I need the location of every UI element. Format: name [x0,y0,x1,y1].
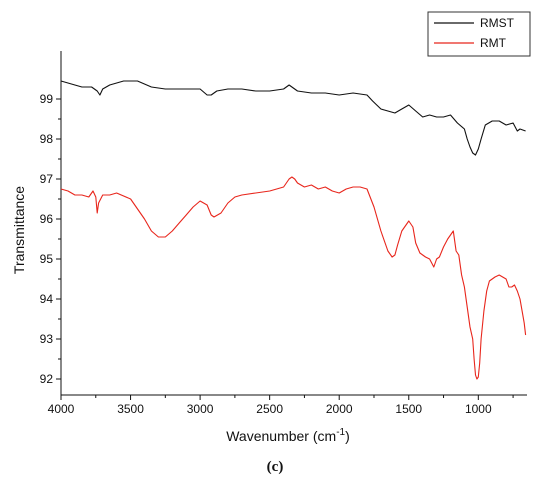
legend: RMST RMT [427,11,531,57]
x-tick-label-4000: 4000 [48,402,75,416]
legend-label-rmt: RMT [480,36,507,50]
y-tick-label-97: 97 [40,172,54,186]
x-tick-label-3000: 3000 [187,402,214,416]
legend-box [427,11,531,57]
y-tick-label-95: 95 [40,252,54,266]
x-tick-label-1500: 1500 [395,402,422,416]
x-tick-label-2000: 2000 [326,402,353,416]
x-axis-title-superscript: -1 [336,427,345,438]
series-rmst [60,80,526,156]
y-axis-title: Transmittance [11,186,27,274]
y-tick-label-92: 92 [40,372,54,386]
y-tick-label-93: 93 [40,332,54,346]
x-axis-title: Wavenumber (cm-1) [226,427,350,444]
legend-label-rmst: RMST [480,16,515,30]
x-tick-label-2500: 2500 [256,402,283,416]
series-rmt [60,176,527,380]
panel-label: (c) [267,459,284,475]
series-line-rmt [60,176,527,380]
y-tick-label-94: 94 [40,292,54,306]
x-axis-title-close: ) [345,428,350,444]
y-tick-label-98: 98 [40,132,54,146]
x-axis-title-main: Wavenumber (cm [226,428,336,444]
y-tick-label-96: 96 [40,212,54,226]
x-tick-label-3500: 3500 [117,402,144,416]
series-line-rmst [60,80,526,156]
y-tick-label-99: 99 [40,92,54,106]
axes-layer: 92 93 94 95 96 97 98 99 4000 3500 3000 2500 2000 1500… [40,51,527,416]
series-layer [60,80,527,380]
x-tick-label-1000: 1000 [465,402,492,416]
